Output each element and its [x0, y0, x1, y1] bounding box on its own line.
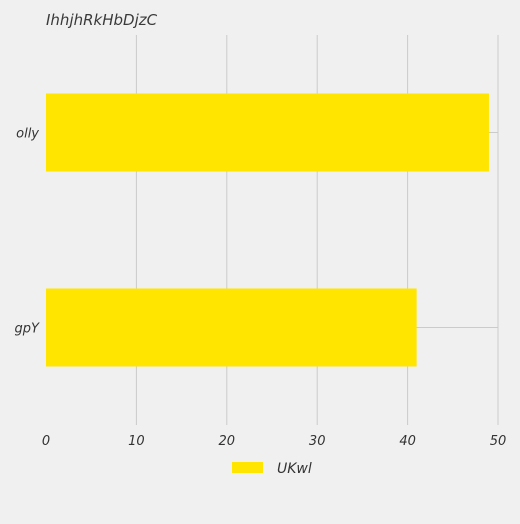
legend-label: UKwl: [277, 461, 312, 477]
bar-olly: [46, 93, 489, 172]
y-tick-label: olly: [16, 127, 39, 142]
x-tick-label: 0: [42, 434, 50, 449]
x-tick-labels: 0 10 20 30 40 50: [42, 434, 506, 449]
bars: [46, 93, 489, 367]
y-tick-label: gpY: [15, 322, 41, 337]
legend: UKwl: [232, 461, 312, 477]
x-tick-label: 10: [128, 434, 145, 449]
x-tick-label: 40: [399, 434, 416, 449]
chart-title: IhhjhRkHbDjzC: [46, 11, 158, 29]
y-tick-labels: gpY olly: [15, 127, 41, 337]
x-tick-label: 50: [490, 434, 507, 449]
x-tick-label: 30: [309, 434, 326, 449]
legend-swatch: [232, 462, 263, 473]
bar-gpY: [46, 288, 417, 367]
x-tick-label: 20: [219, 434, 236, 449]
